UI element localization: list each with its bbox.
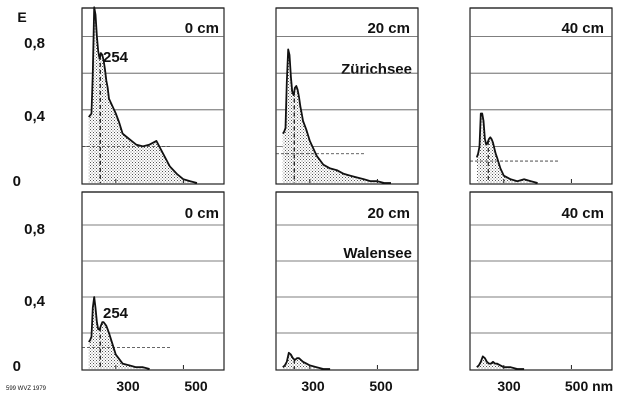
footnote: 599 WVZ 1979 xyxy=(6,386,47,392)
y-tick-label-row2-0.4: 0,4 xyxy=(24,293,46,310)
panel-plot-1 xyxy=(276,7,418,184)
spectrum-line xyxy=(282,351,331,370)
panel-plot-3 xyxy=(82,191,224,370)
lake-label: Zürichsee xyxy=(341,61,412,78)
depth-label: 0 cm xyxy=(185,205,219,222)
lake-label: Walensee xyxy=(343,245,412,262)
panel-r1c2: 40 cm xyxy=(469,191,613,371)
spectrum-line xyxy=(88,296,150,370)
y-tick-label-row1-0: 0 xyxy=(13,173,21,190)
x-tick-label-col1-300: 300 xyxy=(301,378,325,394)
spectrum-area xyxy=(476,113,538,183)
peak-wavelength-label: 254 xyxy=(103,49,129,66)
spectrum-line xyxy=(88,6,198,184)
spectrum-area xyxy=(88,7,197,183)
spectrum-line xyxy=(475,112,538,184)
panel-r1c1: 20 cm Walensee xyxy=(275,191,419,371)
depth-label: 40 cm xyxy=(561,20,604,37)
spectrum-area xyxy=(476,356,525,369)
spectrum-line xyxy=(282,48,391,184)
depth-label: 20 cm xyxy=(367,205,410,222)
y-tick-label-row2-0.8: 0,8 xyxy=(24,221,45,238)
panel-plot-0 xyxy=(82,6,224,184)
spectrum-area xyxy=(282,352,331,369)
depth-label: 20 cm xyxy=(367,20,410,37)
x-tick-label-col2-500nm: 500 nm xyxy=(565,378,613,394)
y-axis-label: E xyxy=(17,9,26,25)
y-tick-label-row1-0.4: 0,4 xyxy=(24,108,46,125)
plot-layer xyxy=(82,6,612,370)
spectrum-line xyxy=(476,355,525,370)
x-tick-label-col1-500: 500 xyxy=(369,378,393,394)
panel-plot-4 xyxy=(276,191,418,370)
depth-label: 40 cm xyxy=(561,205,604,222)
y-tick-label-row1-0.8: 0,8 xyxy=(24,35,45,52)
depth-label: 0 cm xyxy=(185,20,219,37)
y-tick-label-row2-0: 0 xyxy=(13,358,21,375)
panel-plot-5 xyxy=(470,191,612,370)
x-tick-label-col2-300: 300 xyxy=(497,378,521,394)
panel-plot-2 xyxy=(470,7,612,184)
x-tick-label-col0-300: 300 xyxy=(116,378,140,394)
x-tick-label-col0-500: 500 xyxy=(184,378,208,394)
peak-wavelength-label: 254 xyxy=(103,305,129,322)
spectrum-area xyxy=(88,297,150,369)
spectrum-area xyxy=(282,49,391,184)
